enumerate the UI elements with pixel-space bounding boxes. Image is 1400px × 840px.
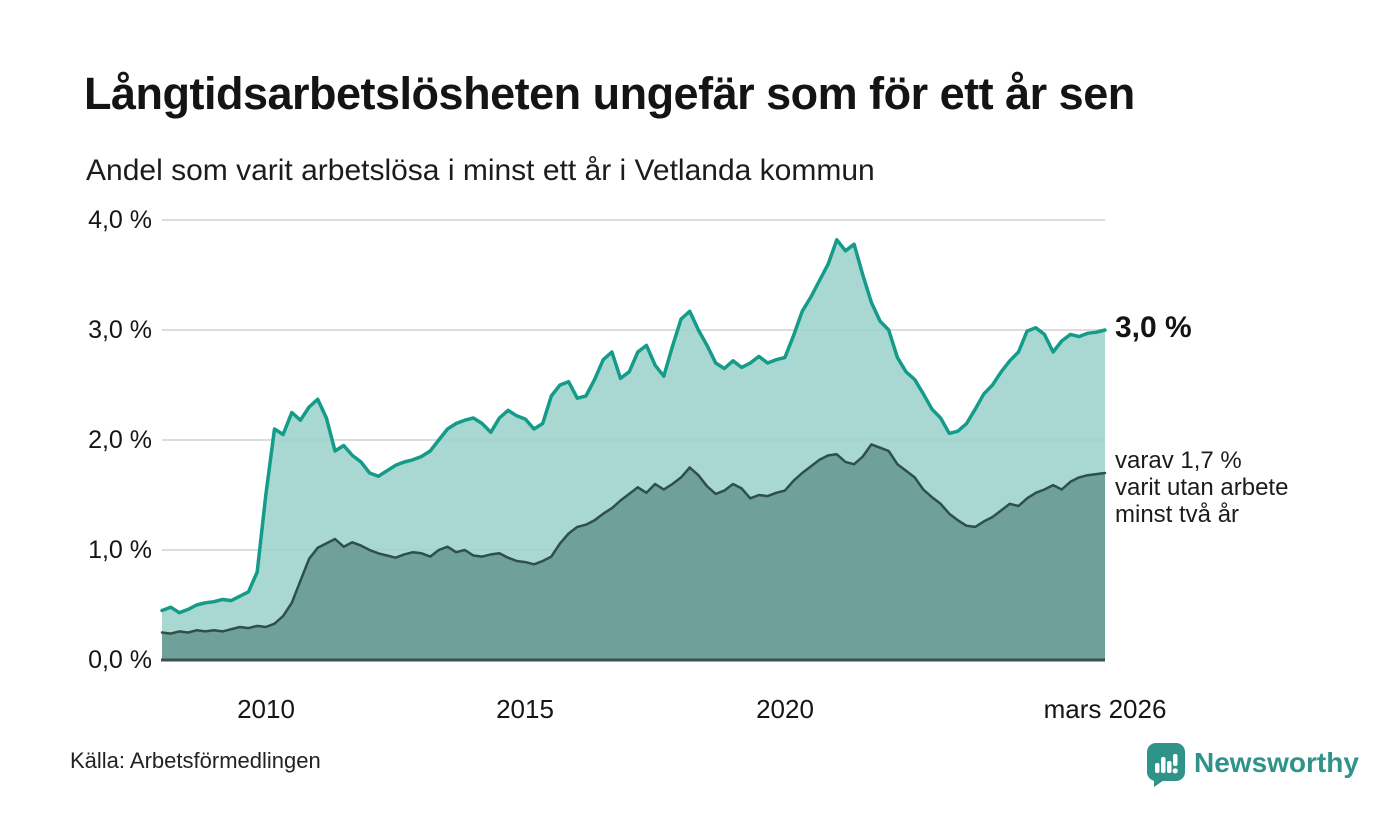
line-arbetslosa-minst-ett-ar <box>160 238 1107 615</box>
line-utan-arbete-minst-tva-ar <box>160 443 1107 635</box>
annotation-latest-total: 3,0 % <box>1115 311 1192 344</box>
x-tick-label: 2010 <box>237 694 295 724</box>
x-tick-label: 2015 <box>496 694 554 724</box>
y-tick-label: 4,0 % <box>88 206 152 234</box>
newsworthy-logo-text: Newsworthy <box>1194 747 1359 778</box>
x-tick-label: 2020 <box>756 694 814 724</box>
y-tick-label: 1,0 % <box>88 536 152 564</box>
annotation-latest-two-year: varav 1,7 % varit utan arbete minst två … <box>1115 447 1289 528</box>
x-tick-label: mars 2026 <box>1043 694 1167 724</box>
y-tick-label: 3,0 % <box>88 316 152 344</box>
page-title: Långtidsarbetslösheten ungefär som för e… <box>84 68 1135 119</box>
newsworthy-logo-icon <box>1147 743 1185 787</box>
source-note: Källa: Arbetsförmedlingen <box>70 748 321 773</box>
y-tick-label: 0,0 % <box>88 646 152 674</box>
area-utan-arbete-minst-tva-ar <box>162 444 1105 660</box>
y-tick-label: 2,0 % <box>88 426 152 454</box>
page-subtitle: Andel som varit arbetslösa i minst ett å… <box>86 154 875 187</box>
